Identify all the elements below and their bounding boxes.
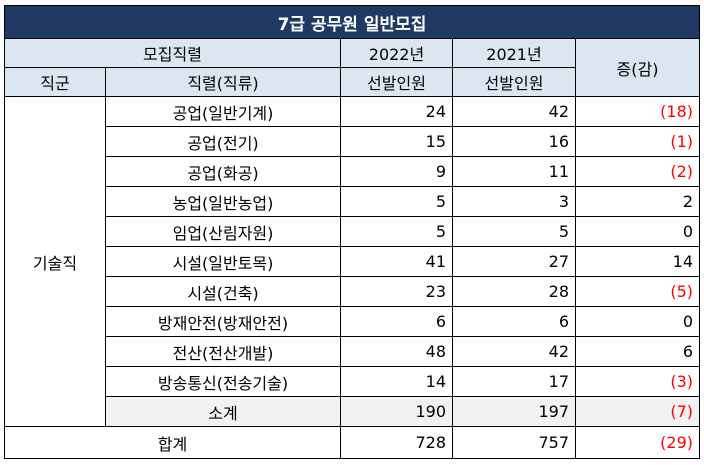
table-row: 시설(건축) 23 28 (5) [5, 276, 700, 307]
total-label: 합계 [4, 426, 341, 459]
selected-2021-cell: 3 [452, 186, 576, 217]
job-series-cell: 공업(화공) [105, 156, 341, 187]
change-cell: (1) [575, 126, 700, 157]
selected-2021-cell: 16 [452, 126, 576, 157]
job-series-cell: 시설(건축) [105, 276, 341, 307]
header-selected-2021: 선발인원 [452, 67, 576, 97]
table-row: 전산(전산개발) 48 42 6 [5, 336, 700, 367]
subtotal-label: 소계 [105, 396, 341, 427]
subtotal-2022: 190 [340, 396, 453, 427]
change-cell: (5) [575, 276, 700, 307]
table-row: 방재안전(방재안전) 6 6 0 [5, 306, 700, 337]
selected-2022-cell: 6 [340, 306, 453, 337]
selected-2022-cell: 5 [340, 186, 453, 217]
table-row: 방송통신(전송기술) 14 17 (3) [5, 366, 700, 397]
selected-2022-cell: 24 [340, 96, 453, 127]
selected-2021-cell: 28 [452, 276, 576, 307]
selected-2022-cell: 14 [340, 366, 453, 397]
selected-2021-cell: 42 [452, 336, 576, 367]
change-cell: 2 [575, 186, 700, 217]
job-series-cell: 공업(전기) [105, 126, 341, 157]
total-row: 합계 728 757 (29) [4, 426, 700, 459]
table-title: 7급 공무원 일반모집 [4, 5, 700, 39]
subtotal-2021: 197 [452, 396, 576, 427]
table-row: 농업(일반농업) 5 3 2 [5, 186, 700, 217]
selected-2021-cell: 5 [452, 216, 576, 247]
selected-2021-cell: 17 [452, 366, 576, 397]
job-group-cell: 기술직 [4, 96, 106, 427]
job-series-cell: 시설(일반토목) [105, 246, 341, 277]
job-series-cell: 농업(일반농업) [105, 186, 341, 217]
selected-2021-cell: 11 [452, 156, 576, 187]
job-series-cell: 방송통신(전송기술) [105, 366, 341, 397]
total-2022: 728 [340, 426, 453, 459]
selected-2022-cell: 5 [340, 216, 453, 247]
header-job-group: 직군 [4, 67, 106, 97]
job-series-cell: 임업(산림자원) [105, 216, 341, 247]
change-cell: 0 [575, 216, 700, 247]
selected-2021-cell: 42 [452, 96, 576, 127]
table-row: 공업(화공) 9 11 (2) [5, 156, 700, 187]
header-selected-2022: 선발인원 [340, 67, 453, 97]
change-cell: 6 [575, 336, 700, 367]
subtotal-change: (7) [575, 396, 700, 427]
selected-2021-cell: 27 [452, 246, 576, 277]
header-year-2022: 2022년 [340, 38, 453, 68]
change-cell: (2) [575, 156, 700, 187]
selected-2022-cell: 48 [340, 336, 453, 367]
selected-2022-cell: 9 [340, 156, 453, 187]
header-year-2021: 2021년 [452, 38, 576, 68]
selected-2022-cell: 41 [340, 246, 453, 277]
subtotal-row: 소계 190 197 (7) [5, 396, 700, 427]
header-job-series: 직렬(직류) [105, 67, 341, 97]
change-cell: 14 [575, 246, 700, 277]
change-cell: (3) [575, 366, 700, 397]
job-series-cell: 전산(전산개발) [105, 336, 341, 367]
change-cell: (18) [575, 96, 700, 127]
selected-2021-cell: 6 [452, 306, 576, 337]
table-row: 시설(일반토목) 41 27 14 [5, 246, 700, 277]
total-change: (29) [575, 426, 700, 459]
header-change: 증(감) [575, 38, 700, 97]
table-row: 기술직 공업(일반기계) 24 42 (18) [4, 96, 700, 427]
job-series-cell: 공업(일반기계) [105, 96, 341, 127]
selected-2022-cell: 15 [340, 126, 453, 157]
selected-2022-cell: 23 [340, 276, 453, 307]
change-cell: 0 [575, 306, 700, 337]
table-row: 공업(전기) 15 16 (1) [5, 126, 700, 157]
header-recruit-field: 모집직렬 [4, 38, 341, 68]
table-row: 임업(산림자원) 5 5 0 [5, 216, 700, 247]
job-series-cell: 방재안전(방재안전) [105, 306, 341, 337]
total-2021: 757 [452, 426, 576, 459]
recruitment-table-container: 7급 공무원 일반모집 모집직렬 2022년 2021년 증(감) 직군 직렬(… [4, 5, 700, 459]
recruitment-table: 7급 공무원 일반모집 모집직렬 2022년 2021년 증(감) 직군 직렬(… [4, 5, 700, 459]
